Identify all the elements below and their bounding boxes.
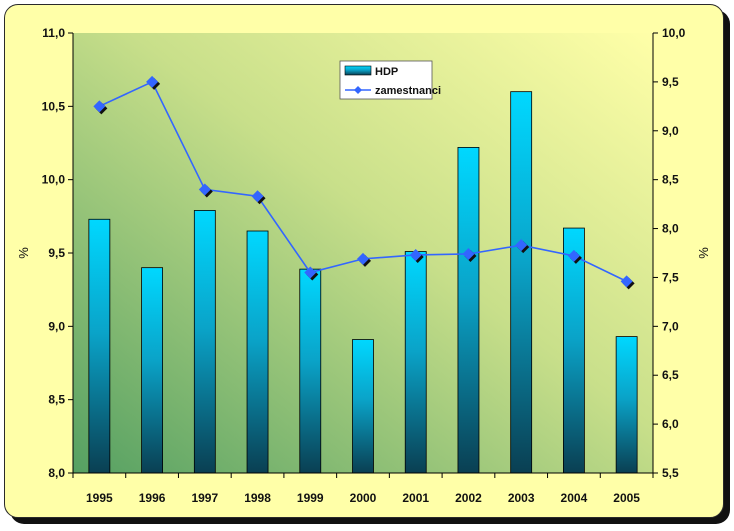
bar-hdp-1999 [299,268,322,474]
right-tick-label: 8,5 [662,173,679,187]
bars-layer [88,91,638,474]
legend-hdp-swatch [344,65,372,76]
bar-hdp-2005 [615,336,638,474]
marker-zamestnanci-2002 [462,247,475,260]
left-tick-label: 8,5 [48,393,65,407]
x-tick-label: 1999 [297,491,324,505]
x-tick-label: 2002 [455,491,482,505]
x-tick-label: 2001 [402,491,429,505]
marker-zamestnanci-2004 [567,249,580,262]
legend-hdp-label: HDP [375,66,398,78]
x-tick-label: 2003 [508,491,535,505]
bar-hdp-2000 [352,339,374,474]
marker-zamestnanci-2003 [515,239,528,252]
marker-zamestnanci-1995 [93,100,106,113]
legend-line-marker [354,86,362,94]
left-axis-title: % [16,247,31,259]
left-tick-label: 10,5 [42,99,66,113]
bar-hdp-1998 [246,230,269,474]
x-tick-label: 1998 [244,491,271,505]
axes-layer: 8,0 8,5 9,0 9,5 10,0 10,5 11,0 5,5 6,0 6,5 7,0 7,5 8… [42,26,686,505]
marker-zamestnanci-2001 [409,248,422,261]
bar-hdp-2003 [510,91,533,474]
right-axis-title: % [696,247,711,259]
bar-hdp-2004 [563,227,585,474]
x-tick-label: 2005 [613,491,640,505]
right-tick-label: 10,0 [662,26,686,40]
left-tick-label: 11,0 [42,26,65,40]
right-tick-label: 8,0 [662,222,679,236]
bar-hdp-1995 [88,218,111,474]
right-tick-label: 9,5 [662,75,679,89]
right-tick-label: 9,0 [662,124,679,138]
x-tick-label: 1997 [191,491,218,505]
legend: HDP zamestnanci [339,60,441,100]
left-tick-label: 8,0 [48,466,65,480]
bar-hdp-2002 [457,146,480,474]
right-tick-label: 5,5 [662,466,679,480]
line-layer [93,75,635,290]
x-tick-label: 2004 [561,491,588,505]
x-tick-label: 2000 [350,491,377,505]
bar-hdp-1996 [141,267,163,474]
left-tick-label: 10,0 [42,173,66,187]
marker-zamestnanci-1998 [251,190,264,203]
right-tick-label: 7,0 [662,319,679,333]
left-tick-label: 9,0 [48,319,65,333]
marker-zamestnanci-2000 [357,252,369,265]
x-tick-label: 1995 [86,491,113,505]
right-tick-label: 6,5 [662,368,679,382]
bar-hdp-1997 [193,210,216,474]
right-tick-label: 7,5 [662,270,679,284]
marker-zamestnanci-1999 [304,266,317,279]
right-tick-label: 6,0 [662,417,679,431]
left-tick-label: 9,5 [48,246,65,260]
bar-hdp-2001 [404,251,427,474]
legend-zamestnanci-label: zamestnanci [375,85,441,97]
marker-zamestnanci-1996 [146,75,159,88]
x-tick-label: 1996 [139,491,166,505]
marker-zamestnanci-1997 [198,183,211,196]
marker-zamestnanci-2005 [620,275,633,288]
